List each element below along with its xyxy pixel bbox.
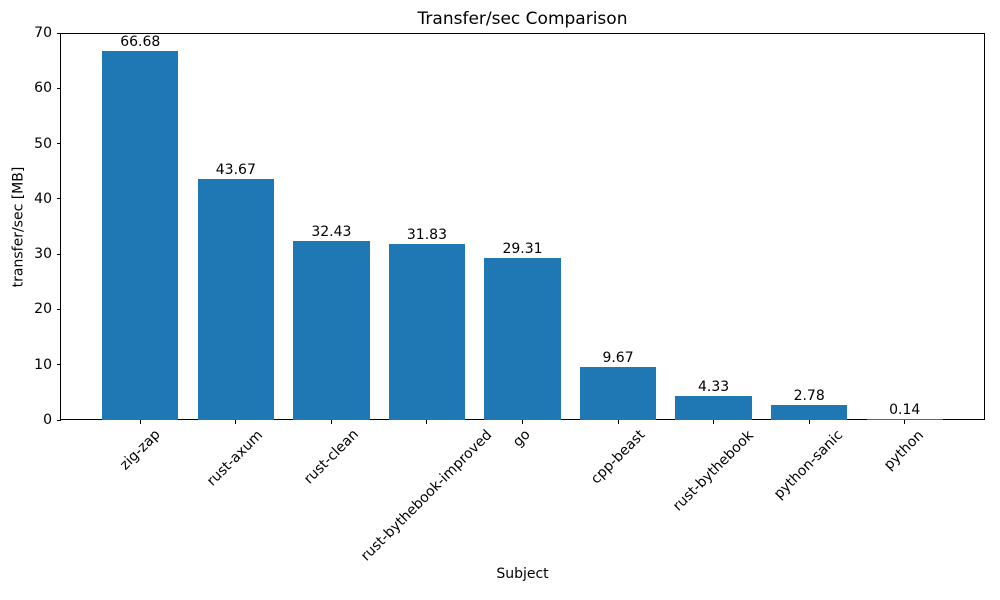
y-tick-mark <box>56 419 61 421</box>
x-tick-label-rust-clean: rust-clean <box>300 426 362 488</box>
y-tick-mark <box>56 364 61 366</box>
bar-rust-axum <box>197 178 275 420</box>
bar-value-label: 2.78 <box>793 387 825 404</box>
y-tick-mark <box>56 143 61 145</box>
y-tick-label: 10 <box>34 356 52 373</box>
y-tick-mark <box>56 87 61 89</box>
x-axis-label: Subject <box>496 566 549 582</box>
x-tick-mark <box>330 420 332 424</box>
x-tick-label-go: go <box>510 426 535 451</box>
x-tick-mark <box>139 420 141 424</box>
bar-zig-zap <box>102 51 179 420</box>
x-tick-mark <box>904 420 906 424</box>
bar-rust-bythebook-improved <box>388 244 466 420</box>
y-tick-mark <box>56 308 61 310</box>
x-tick-label-rust-axum: rust-axum <box>204 427 267 490</box>
bar-value-label: 43.67 <box>215 161 256 178</box>
y-tick-label: 60 <box>34 80 52 97</box>
x-tick-label-python-sanic: python-sanic <box>771 426 847 502</box>
bar-value-label: 31.83 <box>406 227 447 244</box>
x-tick-mark <box>808 420 810 424</box>
bar-rust-clean <box>293 240 370 420</box>
x-tick-label-rust-bythebook: rust-bythebook <box>669 427 757 514</box>
x-tick-mark <box>235 420 237 424</box>
bar-python-sanic <box>770 404 848 420</box>
x-tick-label-python: python <box>881 427 928 473</box>
x-tick-label-rust-bythebook-improved: rust-bythebook-improved <box>357 426 496 565</box>
y-tick-label: 0 <box>43 412 52 428</box>
y-tick-label: 30 <box>34 246 52 263</box>
bar-value-label: 9.67 <box>602 349 634 366</box>
bar-rust-bythebook <box>675 396 752 420</box>
y-tick-mark <box>56 253 61 255</box>
x-tick-mark <box>522 420 523 424</box>
bar-python <box>866 419 943 420</box>
y-tick-mark <box>56 198 61 200</box>
y-tick-mark <box>56 32 61 34</box>
bar-value-label: 29.31 <box>502 240 543 257</box>
x-tick-label-cpp-beast: cpp-beast <box>587 426 649 488</box>
y-tick-label: 70 <box>34 25 52 41</box>
y-tick-label: 50 <box>34 135 52 152</box>
x-tick-mark <box>713 420 715 424</box>
x-tick-mark <box>426 420 428 424</box>
y-axis-label: transfer/sec [MB] <box>10 166 27 287</box>
bar-value-label: 66.68 <box>120 34 161 51</box>
bar-go <box>484 257 561 420</box>
y-tick-label: 40 <box>34 190 52 207</box>
bar-value-label: 0.14 <box>889 402 921 418</box>
chart-title: Transfer/sec Comparison <box>417 9 628 29</box>
x-tick-mark <box>617 420 619 424</box>
bar-value-label: 4.33 <box>698 379 730 396</box>
bar-value-label: 32.43 <box>311 223 352 240</box>
bar-cpp-beast <box>579 366 657 420</box>
y-tick-label: 20 <box>34 301 52 318</box>
x-tick-label-zig-zap: zig-zap <box>116 426 164 474</box>
